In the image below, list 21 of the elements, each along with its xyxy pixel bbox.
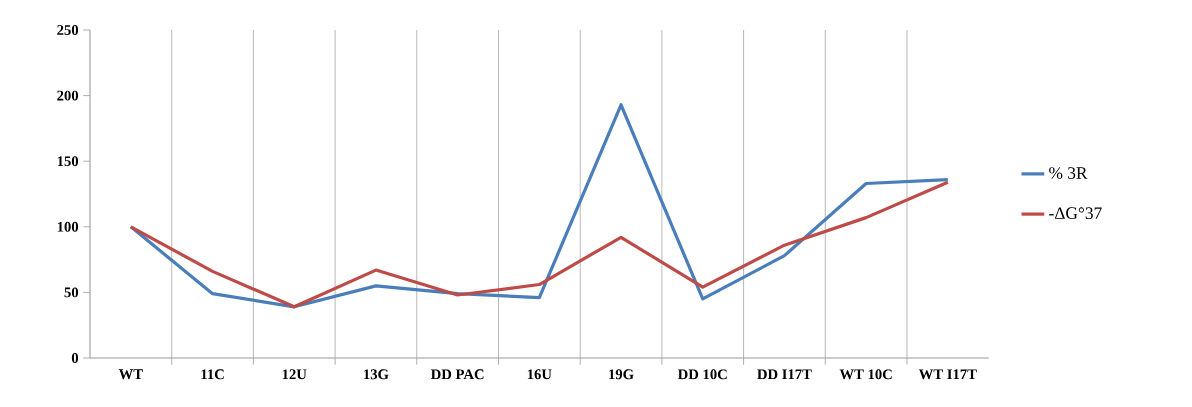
x-tick-label: WT xyxy=(118,369,143,380)
x-tick-label: WT 10C xyxy=(839,369,892,380)
y-tick-label: 100 xyxy=(57,222,79,232)
x-tick-label: 12U xyxy=(282,369,307,380)
y-tick-label: 150 xyxy=(57,156,79,167)
x-tick-label: 16U xyxy=(527,369,552,380)
line-series xyxy=(129,180,950,309)
x-tick-label: DD I17T xyxy=(757,369,812,380)
x-tick-label: 19G xyxy=(609,369,634,380)
x-tick-label: 13G xyxy=(364,369,389,380)
x-tick-label: 11C xyxy=(201,369,224,380)
x-tick-label: WT I17T xyxy=(918,369,977,380)
legend-label: -ΔG°37 xyxy=(1049,207,1102,220)
x-tick-label: DD 10C xyxy=(677,369,727,380)
line-series xyxy=(129,103,950,309)
y-tick-label: 50 xyxy=(64,287,79,298)
x-tick-label: DD PAC xyxy=(430,369,484,380)
y-tick-label: 250 xyxy=(57,25,79,36)
y-tick-label: 200 xyxy=(57,90,79,101)
legend-label: % 3R xyxy=(1049,167,1088,180)
y-tick-label: 0 xyxy=(71,353,79,364)
